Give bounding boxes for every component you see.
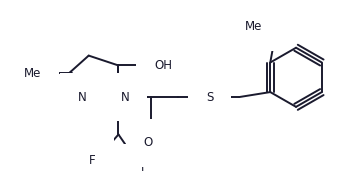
Text: N: N: [78, 90, 87, 104]
Text: Me: Me: [245, 20, 262, 33]
Text: N: N: [120, 90, 129, 104]
Text: F: F: [89, 154, 96, 167]
Text: F: F: [141, 161, 147, 175]
Text: Me: Me: [24, 67, 41, 80]
Text: S: S: [206, 90, 213, 104]
Text: OH: OH: [154, 59, 172, 72]
Text: O: O: [144, 136, 153, 149]
